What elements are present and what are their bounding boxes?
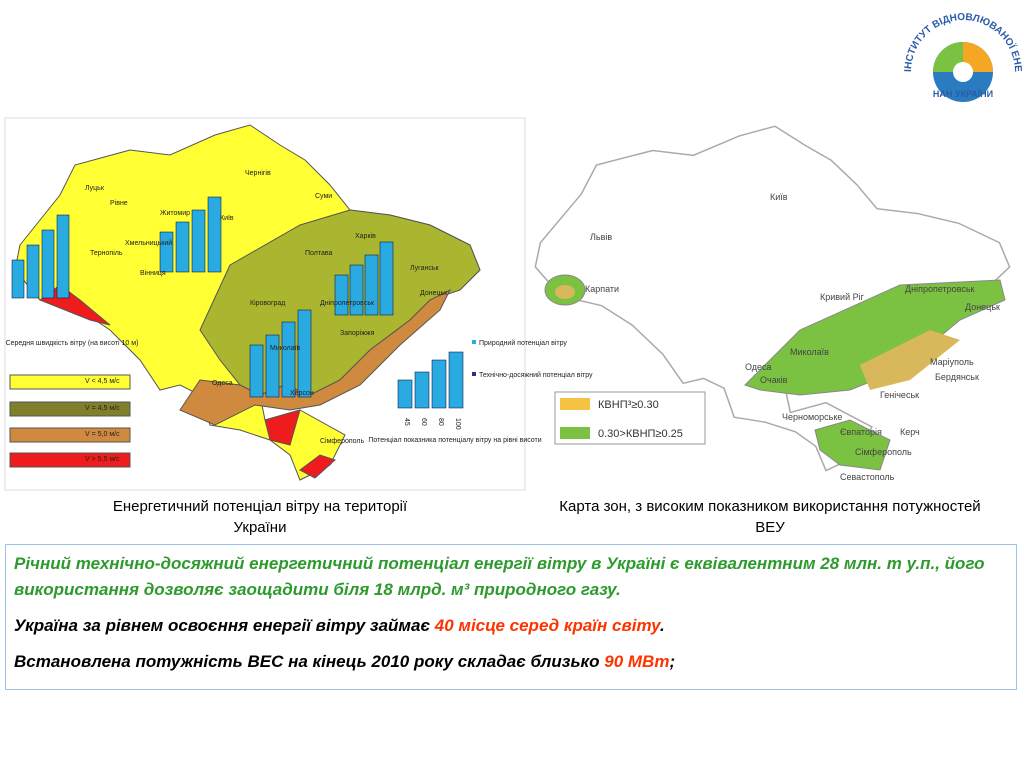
left-caption: Енергетичний потенціал вітру на територі… bbox=[112, 498, 408, 536]
legend-label: КВНП³≥0.30 bbox=[598, 399, 659, 411]
example-chart: 45 60 80 100 bbox=[397, 351, 464, 430]
text: Встановлена потужність ВЕС на кінець 201… bbox=[14, 652, 605, 671]
right-caption: Карта зон, з високим показником використ… bbox=[559, 498, 981, 536]
city-label: Миколаїв bbox=[790, 347, 829, 357]
text-box: Річний технічно-досяжний енергетичний по… bbox=[5, 544, 1017, 690]
legend-label: V < 4,5 м/с bbox=[85, 378, 120, 385]
paragraph: Встановлена потужність ВЕС на кінець 201… bbox=[14, 649, 1008, 675]
bar bbox=[397, 379, 413, 409]
legend-label: V = 4,5 м/с bbox=[85, 405, 120, 412]
city-label: Львів bbox=[590, 232, 612, 242]
city-label: Донецьк bbox=[420, 290, 448, 297]
city-label: Житомир bbox=[160, 210, 190, 217]
city-label: Бердянськ bbox=[935, 372, 979, 382]
bar-label: 80 bbox=[437, 418, 444, 426]
city-label: Київ bbox=[220, 215, 234, 222]
logo: ІНСТИТУТ ВІДНОВЛЮВАНОЇ ЕНЕРГЕТИКИ НАН УК… bbox=[0, 0, 1023, 102]
city-label: Київ bbox=[770, 192, 788, 202]
city-label: Рівне bbox=[110, 199, 128, 207]
chart-legend: Природний потенціал вітру bbox=[479, 339, 567, 347]
legend-label: V > 5,5 м/с bbox=[85, 456, 120, 463]
city-label: Херсон bbox=[290, 390, 314, 397]
logo-text: ІНСТИТУТ ВІДНОВЛЮВАНОЇ ЕНЕРГЕТИКИ bbox=[0, 0, 1023, 73]
city-label: Тернопіль bbox=[90, 249, 123, 257]
bar bbox=[414, 371, 430, 409]
highlight: 40 місце серед країн світу bbox=[434, 616, 660, 635]
text: . bbox=[659, 616, 665, 635]
logo-bottom: НАН УКРАЇНИ bbox=[933, 89, 993, 99]
city-label: Севастополь bbox=[840, 472, 895, 482]
city-label: Вінниця bbox=[140, 269, 166, 277]
city-label: Луцьк bbox=[85, 185, 105, 192]
city-label: Сімферополь bbox=[855, 447, 912, 457]
bar bbox=[448, 351, 464, 409]
city-label: Генічеськ bbox=[880, 390, 919, 400]
city-label: Очаків bbox=[760, 375, 788, 385]
chart-legend: Технічно-досяжний потенціал вітру bbox=[479, 371, 593, 379]
legend-label: V = 5,0 м/с bbox=[85, 431, 120, 438]
paragraph: Річний технічно-досяжний енергетичний по… bbox=[14, 554, 985, 599]
city-label: Черноморське bbox=[782, 412, 842, 422]
city-label: Хмельницький bbox=[125, 239, 172, 247]
text: ; bbox=[669, 652, 676, 671]
city-label: Дніпропетровськ bbox=[905, 284, 975, 294]
city-label: Луганськ bbox=[410, 265, 439, 272]
paragraph: Україна за рівнем освоєння енергії вітру… bbox=[14, 613, 1008, 639]
city-label: Запоріжжя bbox=[340, 329, 375, 337]
city-label: Суми bbox=[315, 193, 332, 200]
right-labels: Київ Львів Карпати Кривий Ріг Дніпропетровсь… bbox=[585, 192, 1000, 482]
legend-label: 0.30>КВНП≥0.25 bbox=[598, 428, 683, 440]
city-label: Маріуполь bbox=[930, 357, 974, 367]
city-label: Харків bbox=[355, 232, 376, 240]
city-label: Полтава bbox=[305, 250, 333, 257]
bar-label: 45 bbox=[403, 418, 410, 426]
city-label: Керч bbox=[900, 427, 920, 437]
city-label: Одеса bbox=[745, 362, 772, 372]
city-label: Донецьк bbox=[965, 302, 1000, 312]
bar-label: 100 bbox=[454, 418, 461, 430]
legend-title: Середня швидкість вітру (на висоті 10 м) bbox=[6, 339, 139, 347]
city-label: Сімферополь bbox=[320, 437, 364, 445]
mini-bars bbox=[11, 196, 394, 398]
left-map: Середня швидкість вітру (на висоті 10 м)… bbox=[4, 117, 593, 491]
city-label: Дніпропетровськ bbox=[320, 299, 375, 307]
city-label: Карпати bbox=[585, 284, 619, 294]
maps: ІНСТИТУТ ВІДНОВЛЮВАНОЇ ЕНЕРГЕТИКИ НАН УК… bbox=[0, 0, 1023, 491]
left-labels: Луцьк Рівне Житомир Чернігів Суми Київ Тернопі… bbox=[85, 169, 448, 445]
text: Україна за рівнем освоєння енергії вітру… bbox=[14, 616, 435, 635]
city-label: Кривий Ріг bbox=[820, 292, 865, 302]
city-label: Євпаторія bbox=[840, 427, 882, 437]
bar-label: 60 bbox=[420, 418, 427, 426]
city-label: Миколаїв bbox=[270, 345, 301, 352]
right-map: КВНП³≥0.30 0.30>КВНП≥0.25 Київ Львів Карпа… bbox=[534, 125, 1011, 482]
city-label: Одеса bbox=[212, 380, 233, 387]
bar bbox=[431, 359, 447, 409]
chart-title: Потенціал показника потенціалу вітру на … bbox=[368, 436, 541, 444]
city-label: Кіровоград bbox=[250, 299, 285, 307]
city-label: Чернігів bbox=[245, 169, 271, 177]
highlight: 90 МВт bbox=[604, 652, 670, 671]
